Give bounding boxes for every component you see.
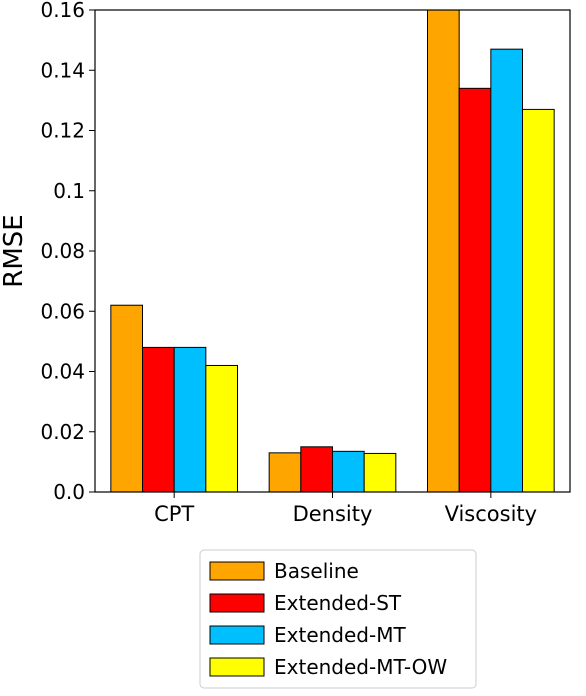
y-tick-label: 0.04 bbox=[40, 360, 85, 384]
legend-swatch-extended-mt bbox=[209, 625, 265, 645]
x-tick-label: Viscosity bbox=[445, 502, 538, 526]
legend-label: Extended-MT-OW bbox=[274, 655, 447, 679]
y-tick-label: 0.02 bbox=[40, 420, 85, 444]
bar-extended-mt-ow-viscosity bbox=[522, 108, 555, 493]
y-tick-label: 0.08 bbox=[40, 239, 85, 263]
legend-label: Extended-ST bbox=[274, 591, 402, 615]
bar-extended-mt-density bbox=[332, 450, 365, 493]
legend-swatch-extended-st bbox=[209, 593, 265, 613]
plot-area bbox=[110, 9, 555, 493]
legend-box bbox=[199, 549, 477, 689]
y-tick-label: 0.06 bbox=[40, 299, 85, 323]
legend-label: Baseline bbox=[274, 559, 359, 583]
bar-baseline-cpt bbox=[110, 304, 144, 493]
axes: CPT Density Viscosity 0.0 0.02 0.04 0.06 0.08 0.… bbox=[40, 0, 571, 526]
y-tick-label: 0.1 bbox=[53, 179, 85, 203]
x-tick-label: CPT bbox=[154, 502, 194, 526]
bar-extended-st-density bbox=[300, 446, 334, 493]
bar-extended-st-cpt bbox=[142, 346, 175, 493]
y-tick-label: 0.14 bbox=[40, 58, 85, 82]
legend: Baseline Extended-ST Extended-MT Extended-M… bbox=[199, 549, 477, 689]
bar-baseline-viscosity bbox=[427, 9, 460, 493]
bar-extended-mt-cpt bbox=[173, 346, 207, 493]
bar-baseline-density bbox=[268, 452, 302, 493]
x-tick-label: Density bbox=[293, 502, 373, 526]
y-tick-label: 0.0 bbox=[53, 480, 85, 504]
y-tick-label: 0.12 bbox=[40, 119, 85, 143]
legend-label: Extended-MT bbox=[274, 623, 406, 647]
y-tick-label: 0.16 bbox=[40, 0, 85, 22]
y-axis-label: RMSE bbox=[0, 214, 29, 287]
legend-swatch-baseline bbox=[209, 561, 265, 581]
bar-extended-mt-ow-density bbox=[363, 452, 397, 493]
bar-extended-mt-ow-cpt bbox=[205, 364, 238, 493]
bar-extended-st-viscosity bbox=[458, 87, 492, 493]
legend-swatch-extended-mt-ow bbox=[209, 657, 265, 677]
bar-extended-mt-viscosity bbox=[490, 48, 524, 493]
